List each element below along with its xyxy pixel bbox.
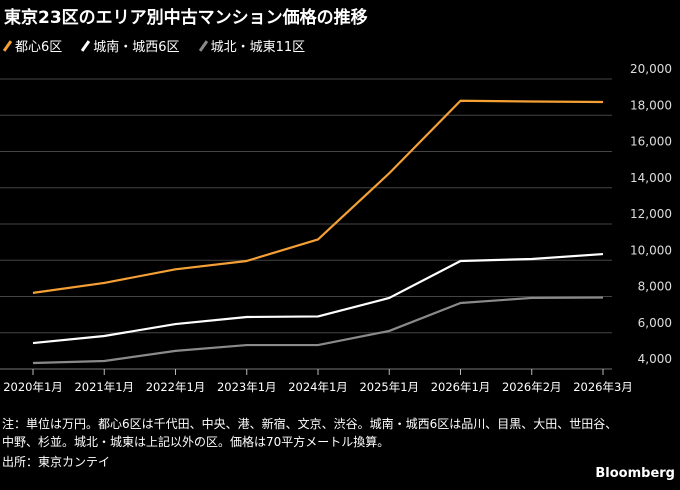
legend: 都心6区 城南・城西6区 城北・城東11区 <box>2 36 306 55</box>
x-tick-label: 2021年1月 <box>74 380 134 394</box>
legend-item-north-east: 城北・城東11区 <box>198 36 306 55</box>
y-tick-label: 12,000 <box>630 207 672 221</box>
note-line-1: 注：単位は万円。都心6区は千代田、中央、港、新宿、文京、渋谷。城南・城西6区は品… <box>2 417 618 431</box>
legend-label: 城南・城西6区 <box>93 40 180 55</box>
legend-item-south-west: 城南・城西6区 <box>81 36 180 55</box>
x-tick-label: 2020年1月 <box>3 380 63 394</box>
source-note: 出所：東京カンテイ <box>2 455 111 469</box>
plot-area: 4,000 6,000 8,000 10,000 12,000 14,000 16,000 1… <box>0 62 672 394</box>
y-tick-label: 8,000 <box>638 280 672 294</box>
y-tick-label: 14,000 <box>630 171 672 185</box>
x-tick-label: 2023年1月 <box>217 380 277 394</box>
legend-label: 城北・城東11区 <box>210 40 306 55</box>
x-tick-label: 2026年3月 <box>573 380 633 394</box>
x-tick-label: 2025年1月 <box>359 380 419 394</box>
chart-title: 東京23区のエリア別中古マンション価格の推移 <box>4 8 368 28</box>
y-tick-label: 20,000 <box>630 62 672 76</box>
series-line-north-east-11 <box>32 296 604 365</box>
legend-item-central: 都心6区 <box>2 36 63 55</box>
y-tick-label: 18,000 <box>630 98 672 112</box>
y-tick-label: 4,000 <box>638 352 672 366</box>
bloomberg-logo: Bloomberg <box>595 466 675 481</box>
x-tick-label: 2026年2月 <box>502 380 562 394</box>
series-line-south-west-6 <box>32 252 604 345</box>
x-tick-label: 2022年1月 <box>146 380 206 394</box>
legend-label: 都心6区 <box>15 40 63 55</box>
y-tick-label: 16,000 <box>630 135 672 149</box>
series-line-central-6 <box>32 99 604 294</box>
note-line-2: 中野、杉並。城北・城東は上記以外の区。価格は70平方メートル換算。 <box>2 435 390 449</box>
x-tick-label: 2024年1月 <box>288 380 348 394</box>
y-tick-label: 6,000 <box>638 316 672 330</box>
x-tick-label: 2026年1月 <box>431 380 491 394</box>
y-tick-label: 10,000 <box>630 243 672 257</box>
